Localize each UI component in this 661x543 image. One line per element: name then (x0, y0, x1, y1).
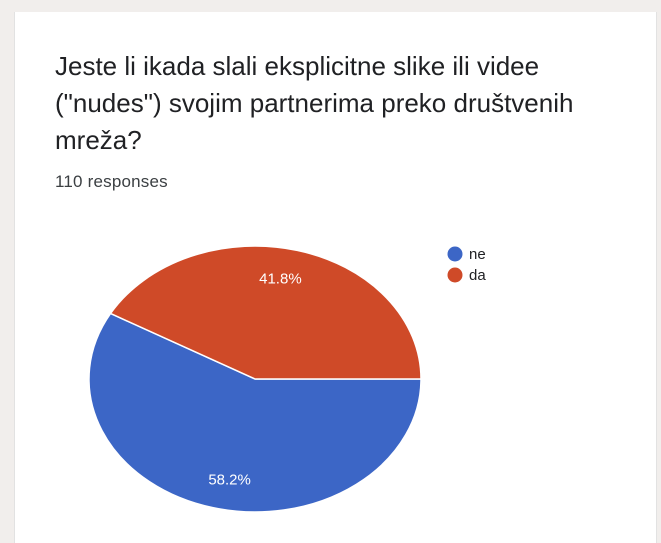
pie-slices (88, 245, 422, 513)
question-title: Jeste li ikada slali eksplicitne slike i… (55, 51, 574, 155)
chart-legend: ne da (447, 246, 487, 284)
pie-slice-labels: 58.2% 41.8% (208, 271, 301, 489)
pie-slice-ne[interactable] (88, 312, 422, 513)
slice-label-da: 41.8% (259, 271, 302, 288)
legend-swatch-ne (447, 246, 463, 262)
response-count: 110 responses (55, 172, 168, 191)
legend-item-ne[interactable]: ne (447, 246, 486, 263)
legend-label-da: da (469, 267, 486, 284)
pie-slice-da[interactable] (109, 245, 422, 380)
pie-chart: 58.2% 41.8% ne da (88, 245, 487, 513)
question-card: Jeste li ikada slali eksplicitne slike i… (14, 12, 657, 543)
legend-swatch-da (447, 267, 463, 283)
legend-item-da[interactable]: da (447, 267, 487, 284)
legend-label-ne: ne (469, 246, 486, 263)
slice-label-ne: 58.2% (208, 471, 251, 488)
